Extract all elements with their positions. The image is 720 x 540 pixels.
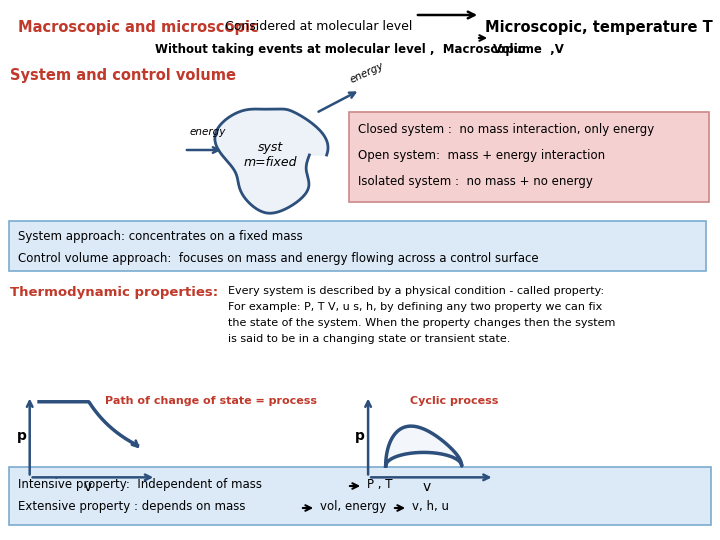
FancyBboxPatch shape	[349, 112, 709, 202]
Polygon shape	[386, 426, 462, 466]
Text: P , T: P , T	[367, 478, 392, 491]
Text: syst
m=fixed: syst m=fixed	[243, 141, 297, 169]
Text: Path of change of state = process: Path of change of state = process	[105, 396, 317, 406]
Text: Microscopic, temperature T: Microscopic, temperature T	[485, 20, 713, 35]
Text: Volume  ,V: Volume ,V	[493, 43, 564, 56]
Text: is said to be in a changing state or transient state.: is said to be in a changing state or tra…	[228, 334, 510, 344]
Text: Open system:  mass + energy interaction: Open system: mass + energy interaction	[358, 149, 605, 162]
Text: Extensive property : depends on mass: Extensive property : depends on mass	[18, 500, 246, 513]
FancyBboxPatch shape	[9, 467, 711, 525]
Text: Thermodynamic properties:: Thermodynamic properties:	[10, 286, 218, 299]
Text: System approach: concentrates on a fixed mass: System approach: concentrates on a fixed…	[18, 230, 302, 243]
Text: Without taking events at molecular level ,  Macroscopic: Without taking events at molecular level…	[155, 43, 525, 56]
Text: p: p	[17, 429, 27, 443]
Text: Macroscopic and microscopic: Macroscopic and microscopic	[18, 20, 258, 35]
Text: energy: energy	[348, 60, 385, 85]
Text: For example: P, T V, u s, h, by defining any two property we can fix: For example: P, T V, u s, h, by defining…	[228, 302, 602, 312]
Text: System and control volume: System and control volume	[10, 68, 236, 83]
Text: v, h, u: v, h, u	[412, 500, 449, 513]
Text: p: p	[355, 429, 365, 443]
Text: the state of the system. When the property changes then the system: the state of the system. When the proper…	[228, 318, 616, 328]
Text: Closed system :  no mass interaction, only energy: Closed system : no mass interaction, onl…	[358, 123, 654, 136]
Text: Considered at molecular level: Considered at molecular level	[225, 20, 413, 33]
Text: v: v	[84, 480, 92, 494]
Polygon shape	[215, 109, 328, 213]
FancyBboxPatch shape	[9, 221, 706, 271]
Text: Intensive property:  Independent of mass: Intensive property: Independent of mass	[18, 478, 269, 491]
Text: v: v	[423, 480, 431, 494]
Text: vol, energy: vol, energy	[320, 500, 394, 513]
Text: Cyclic process: Cyclic process	[410, 396, 498, 406]
Text: Control volume approach:  focuses on mass and energy flowing across a control su: Control volume approach: focuses on mass…	[18, 252, 539, 265]
Text: Every system is described by a physical condition - called property:: Every system is described by a physical …	[228, 286, 604, 296]
Text: energy: energy	[190, 127, 226, 137]
Text: Isolated system :  no mass + no energy: Isolated system : no mass + no energy	[358, 175, 593, 188]
